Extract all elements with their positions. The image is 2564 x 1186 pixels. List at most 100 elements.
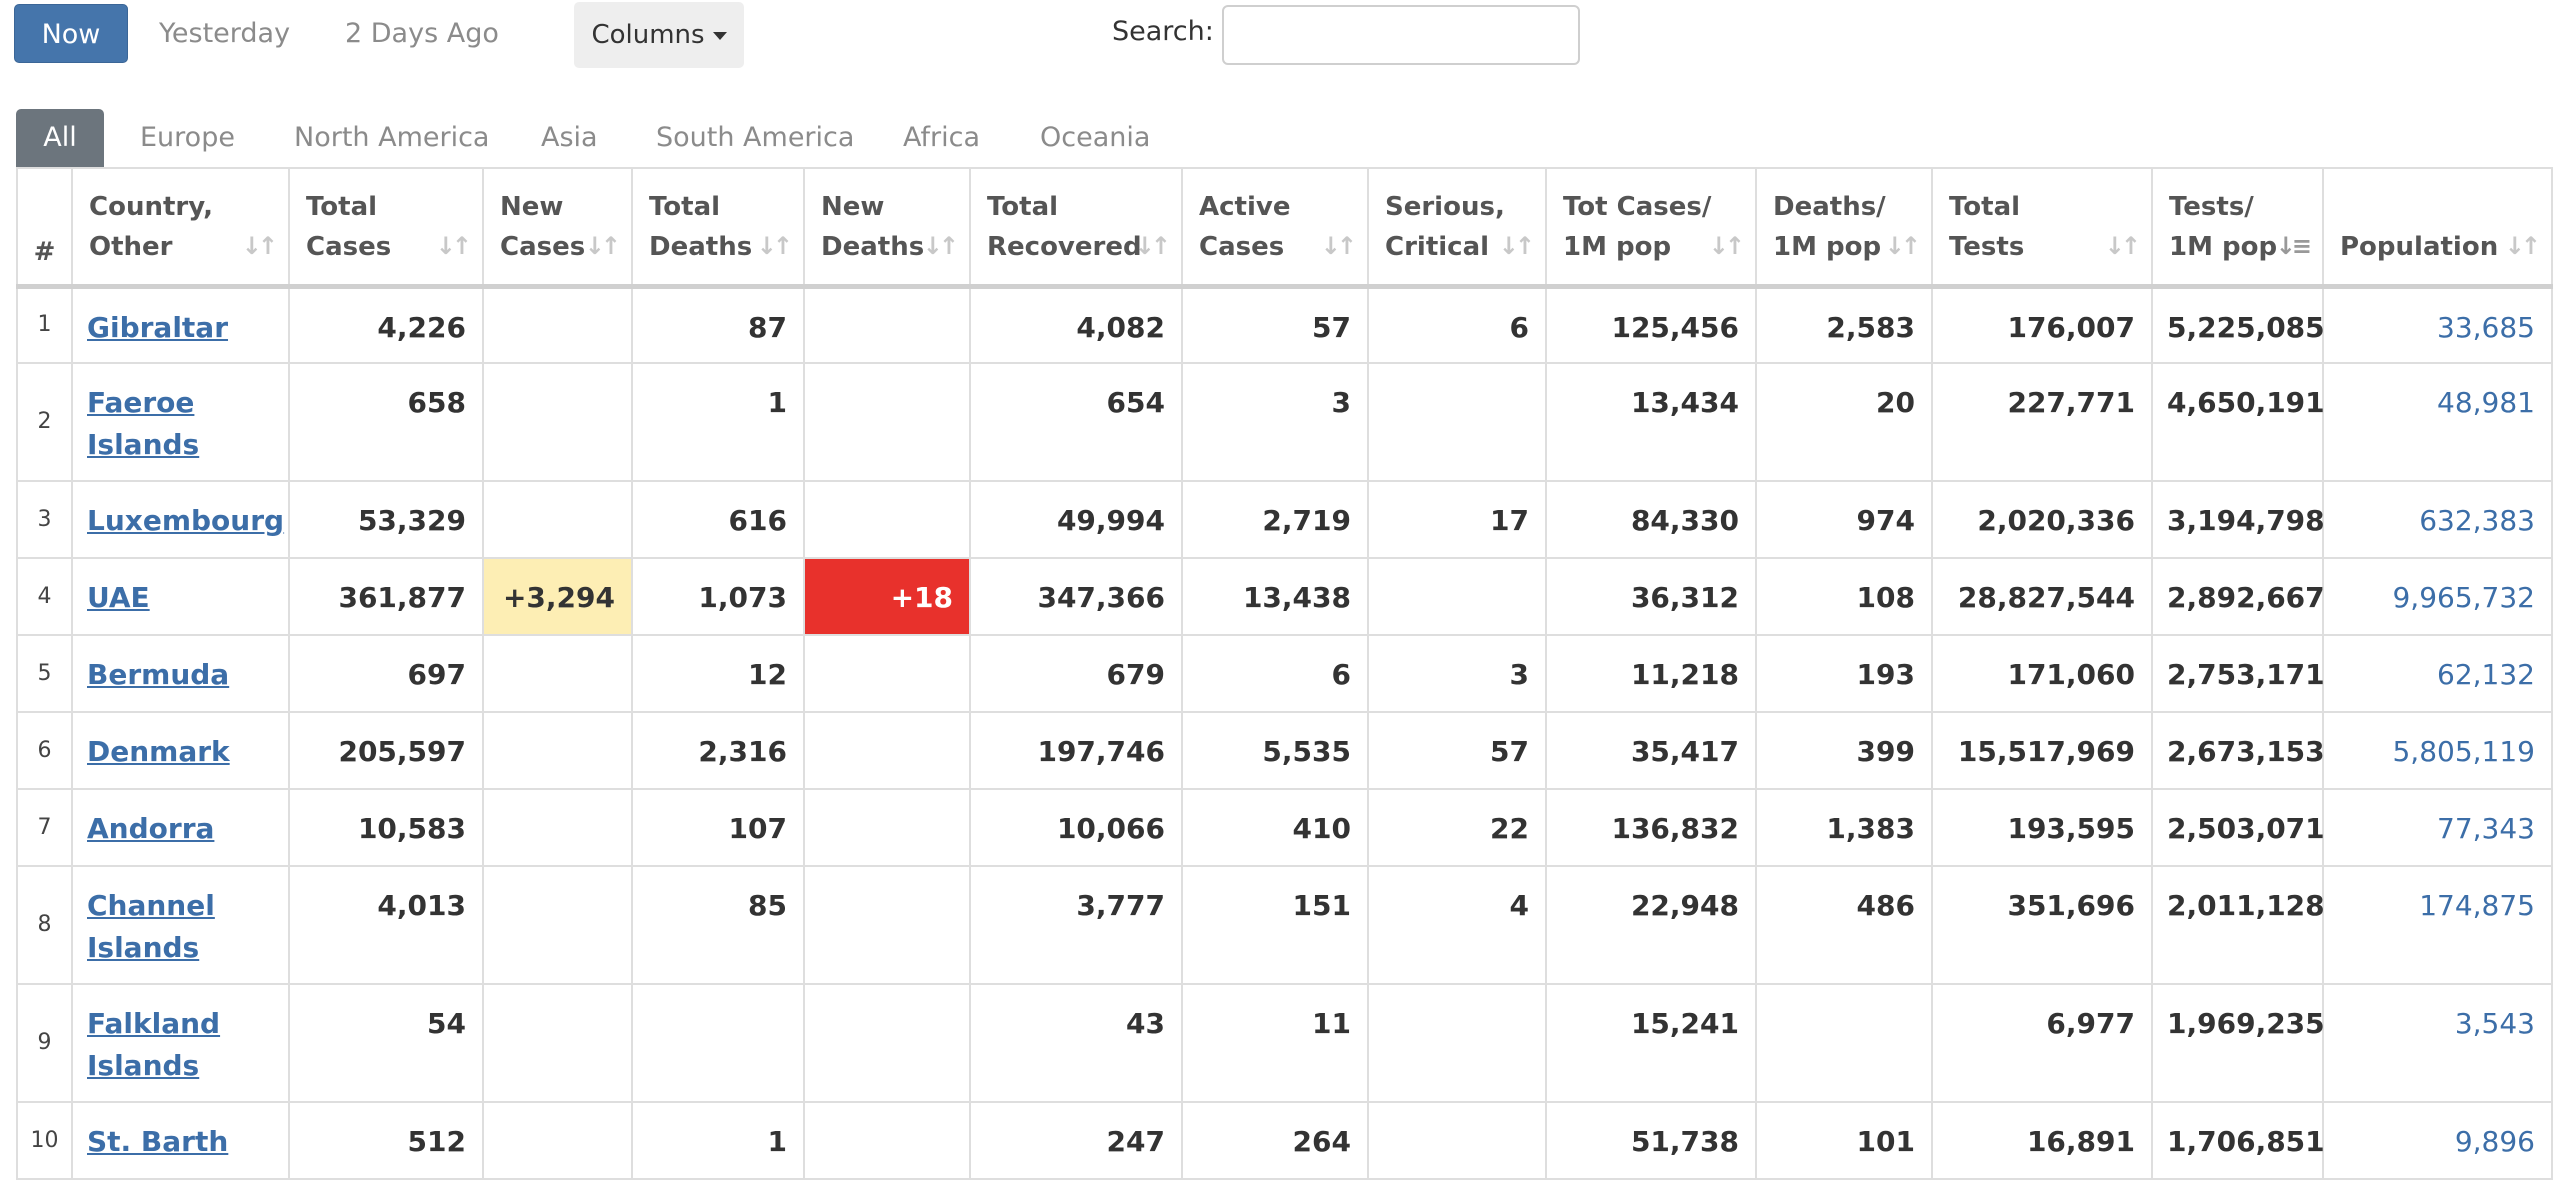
header-label: # bbox=[33, 237, 56, 268]
population-cell: 9,896 bbox=[2322, 1101, 2553, 1180]
header-new-deaths[interactable]: New Deaths ↓↑ bbox=[803, 167, 971, 289]
new-deaths-cell bbox=[803, 983, 971, 1103]
search-label: Search: bbox=[1112, 16, 1214, 47]
header-tests-per-1m[interactable]: Tests/1M pop ↓≡ bbox=[2151, 167, 2324, 289]
header-total-cases[interactable]: Total Cases ↓↑ bbox=[288, 167, 484, 289]
table-row: 4 UAE 361,877 +3,294 1,073 +18 347,366 13,438 36… bbox=[16, 557, 2553, 636]
now-button[interactable]: Now bbox=[14, 4, 128, 63]
header-active-cases[interactable]: Active Cases ↓↑ bbox=[1181, 167, 1369, 289]
country-cell: Channel Islands bbox=[71, 865, 290, 985]
total-recovered-cell: 10,066 bbox=[969, 788, 1183, 867]
table-row: 3 Luxembourg 53,329 616 49,994 2,719 17 84,330 9… bbox=[16, 480, 2553, 559]
country-cell: Denmark bbox=[71, 711, 290, 790]
total-cases-cell: 4,013 bbox=[288, 865, 484, 985]
tab-europe[interactable]: Europe bbox=[140, 122, 235, 153]
deaths-per-1m-cell: 101 bbox=[1755, 1101, 1933, 1180]
serious-critical-cell bbox=[1367, 1101, 1547, 1180]
total-tests-cell: 171,060 bbox=[1931, 634, 2153, 713]
header-total-tests[interactable]: Total Tests ↓↑ bbox=[1931, 167, 2153, 289]
header-serious-critical[interactable]: Serious, Critical ↓↑ bbox=[1367, 167, 1547, 289]
sort-icon[interactable]: ↓↑ bbox=[2504, 231, 2541, 260]
header-new-cases[interactable]: New Cases ↓↑ bbox=[482, 167, 633, 289]
sort-icon[interactable]: ↓↑ bbox=[1134, 231, 1171, 260]
tab-north-america[interactable]: North America bbox=[294, 122, 490, 153]
tab-all[interactable]: All bbox=[16, 109, 104, 167]
total-deaths-cell: 616 bbox=[631, 480, 805, 559]
header-row: # Country, Other ↓↑ Total Cases ↓↑ New Cases ↓… bbox=[16, 167, 2553, 289]
sort-icon[interactable]: ↓↑ bbox=[241, 231, 278, 260]
total-deaths-cell: 2,316 bbox=[631, 711, 805, 790]
active-cases-cell: 6 bbox=[1181, 634, 1369, 713]
yesterday-link[interactable]: Yesterday bbox=[159, 18, 291, 49]
table-body: 1 Gibraltar 4,226 87 4,082 57 6 125,456 2,583 176… bbox=[16, 285, 2553, 1180]
total-deaths-cell: 107 bbox=[631, 788, 805, 867]
active-cases-cell: 57 bbox=[1181, 285, 1369, 364]
country-link[interactable]: UAE bbox=[87, 581, 150, 614]
new-cases-cell bbox=[482, 711, 633, 790]
sort-icon[interactable]: ↓↑ bbox=[922, 231, 959, 260]
tab-asia[interactable]: Asia bbox=[541, 122, 598, 153]
header-total-deaths[interactable]: Total Deaths ↓↑ bbox=[631, 167, 805, 289]
country-link[interactable]: Bermuda bbox=[87, 658, 230, 691]
country-link[interactable]: St. Barth bbox=[87, 1125, 229, 1158]
sort-descending-icon[interactable]: ↓≡ bbox=[2275, 231, 2312, 260]
sort-icon[interactable]: ↓↑ bbox=[435, 231, 472, 260]
sort-icon[interactable]: ↓↑ bbox=[1884, 231, 1921, 260]
search-input[interactable] bbox=[1222, 5, 1580, 65]
two-days-ago-link[interactable]: 2 Days Ago bbox=[345, 18, 499, 49]
country-link[interactable]: Falkland Islands bbox=[87, 1007, 221, 1082]
sort-icon[interactable]: ↓↑ bbox=[1320, 231, 1357, 260]
country-link[interactable]: Gibraltar bbox=[87, 310, 229, 344]
table-row: 10 St. Barth 512 1 247 264 51,738 101 16,891 1,70… bbox=[16, 1101, 2553, 1180]
tab-oceania[interactable]: Oceania bbox=[1040, 122, 1151, 153]
new-cases-cell: +3,294 bbox=[482, 557, 633, 636]
cases-per-1m-cell: 13,434 bbox=[1545, 362, 1757, 482]
header-label: New bbox=[500, 192, 564, 222]
sort-icon[interactable]: ↓↑ bbox=[1498, 231, 1535, 260]
serious-critical-cell: 17 bbox=[1367, 480, 1547, 559]
tab-south-america[interactable]: South America bbox=[656, 122, 855, 153]
active-cases-cell: 3 bbox=[1181, 362, 1369, 482]
rank-cell: 1 bbox=[16, 285, 73, 364]
columns-button-label: Columns bbox=[591, 20, 705, 50]
deaths-per-1m-cell bbox=[1755, 983, 1933, 1103]
header-deaths-per-1m[interactable]: Deaths/1M pop ↓↑ bbox=[1755, 167, 1933, 289]
total-recovered-cell: 49,994 bbox=[969, 480, 1183, 559]
header-label: Deaths bbox=[821, 232, 925, 262]
total-recovered-cell: 679 bbox=[969, 634, 1183, 713]
header-label: New bbox=[821, 192, 885, 222]
total-cases-cell: 697 bbox=[288, 634, 484, 713]
cases-per-1m-cell: 15,241 bbox=[1545, 983, 1757, 1103]
serious-critical-cell: 3 bbox=[1367, 634, 1547, 713]
rank-cell: 2 bbox=[16, 362, 73, 482]
header-rank[interactable]: # bbox=[16, 167, 73, 289]
region-tabs: All Europe North America Asia South Amer… bbox=[16, 109, 1216, 167]
header-label: Recovered bbox=[987, 232, 1142, 262]
total-cases-cell: 512 bbox=[288, 1101, 484, 1180]
total-tests-cell: 15,517,969 bbox=[1931, 711, 2153, 790]
sort-icon[interactable]: ↓↑ bbox=[2104, 231, 2141, 260]
total-cases-cell: 361,877 bbox=[288, 557, 484, 636]
total-tests-cell: 193,595 bbox=[1931, 788, 2153, 867]
header-label: Tests bbox=[1949, 232, 2025, 262]
header-country[interactable]: Country, Other ↓↑ bbox=[71, 167, 290, 289]
rank-cell: 6 bbox=[16, 711, 73, 790]
header-total-recovered[interactable]: Total Recovered ↓↑ bbox=[969, 167, 1183, 289]
tab-africa[interactable]: Africa bbox=[903, 122, 981, 153]
country-link[interactable]: Faeroe Islands bbox=[87, 386, 200, 461]
columns-button[interactable]: Columns bbox=[574, 2, 744, 68]
country-link[interactable]: Luxembourg bbox=[87, 504, 285, 537]
header-label: Other bbox=[89, 232, 173, 262]
sort-icon[interactable]: ↓↑ bbox=[584, 231, 621, 260]
sort-icon[interactable]: ↓↑ bbox=[756, 231, 793, 260]
country-link[interactable]: Channel Islands bbox=[87, 889, 215, 964]
active-cases-cell: 264 bbox=[1181, 1101, 1369, 1180]
table-row: 9 Falkland Islands 54 43 11 15,241 6,977 1,969,… bbox=[16, 983, 2553, 1103]
table-row: 7 Andorra 10,583 107 10,066 410 22 136,832 1,383… bbox=[16, 788, 2553, 867]
country-link[interactable]: Denmark bbox=[87, 735, 230, 768]
header-population[interactable]: Population ↓↑ bbox=[2322, 167, 2553, 289]
country-link[interactable]: Andorra bbox=[87, 812, 215, 845]
sort-icon[interactable]: ↓↑ bbox=[1708, 231, 1745, 260]
header-cases-per-1m[interactable]: Tot Cases/1M pop ↓↑ bbox=[1545, 167, 1757, 289]
